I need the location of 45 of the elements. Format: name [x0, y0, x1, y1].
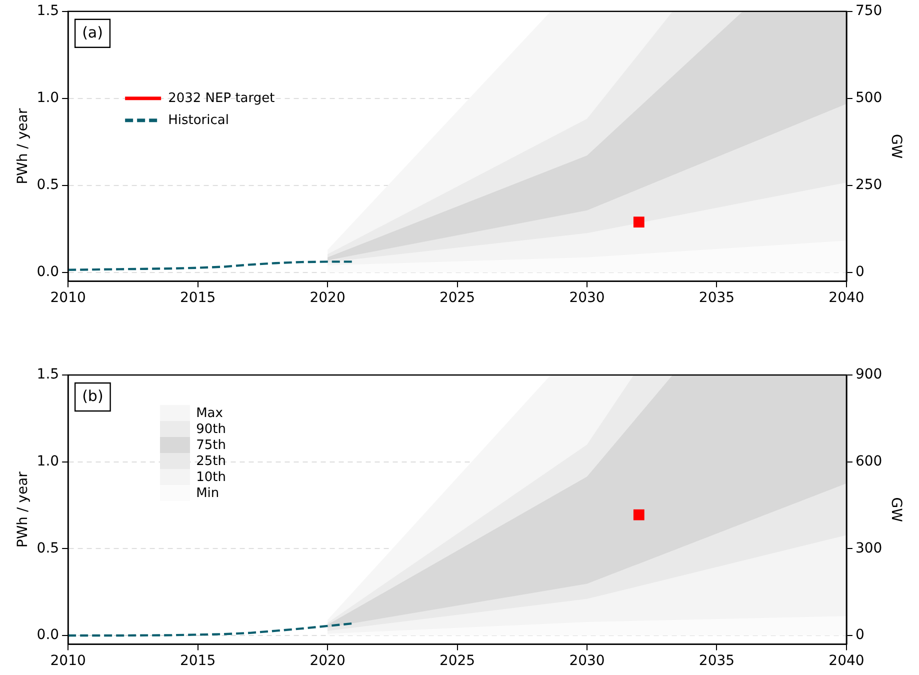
x-tick-label: 2020 — [310, 653, 346, 670]
x-tick-label: 2030 — [569, 290, 605, 306]
y2-axis-title: GW — [888, 497, 904, 522]
y-tick-label: 1.0 — [36, 453, 60, 470]
y-tick-label: 0.0 — [36, 264, 60, 280]
x-tick-label: 2025 — [439, 653, 476, 670]
legend-label: Historical — [168, 112, 229, 128]
y-axis-title: PWh / year — [15, 471, 32, 548]
y2-tick-label: 500 — [855, 90, 882, 106]
annotation: (a) — [82, 23, 103, 42]
y-tick-label: 1.5 — [36, 366, 60, 383]
y2-axis-title: GW — [888, 134, 904, 159]
legend-label: Min — [196, 486, 220, 500]
y2-tick-label: 250 — [855, 177, 882, 194]
y2-tick-label: 600 — [855, 453, 882, 470]
y-tick-label: 1.0 — [36, 90, 60, 106]
x-tick-label: 2010 — [50, 290, 86, 306]
x-tick-label: 2015 — [180, 653, 216, 670]
y2-tick-label: 0 — [855, 264, 864, 280]
y2-tick-label: 900 — [855, 366, 882, 383]
legend-label: Max — [196, 406, 223, 420]
x-tick-label: 2040 — [828, 290, 864, 306]
y-axis-title: PWh / year — [15, 108, 32, 184]
x-tick-label: 2030 — [569, 653, 605, 670]
x-tick-label: 2035 — [698, 290, 735, 306]
x-tick-label: 2020 — [310, 290, 346, 306]
x-tick-label: 2015 — [180, 290, 216, 306]
annotation: (b) — [82, 386, 104, 405]
x-tick-label: 2035 — [698, 653, 735, 670]
y2-tick-label: 0 — [855, 627, 864, 644]
y-tick-label: 1.5 — [36, 3, 60, 20]
y2-tick-label: 300 — [855, 540, 882, 556]
legend-label: 90th — [196, 422, 226, 436]
y-tick-label: 0.0 — [36, 627, 60, 644]
x-tick-label: 2010 — [50, 653, 86, 670]
x-tick-label: 2025 — [439, 290, 476, 306]
y-tick-label: 0.5 — [36, 177, 60, 194]
y-tick-label: 0.5 — [36, 540, 60, 556]
line-series — [68, 260, 355, 271]
legend-label: 75th — [196, 438, 226, 452]
x-tick-label: 2040 — [828, 653, 864, 670]
y2-tick-label: 750 — [855, 3, 882, 20]
legend-label: 25th — [196, 454, 226, 468]
legend-label: 10th — [196, 470, 226, 484]
legend-label: 2032 NEP target — [168, 90, 275, 106]
